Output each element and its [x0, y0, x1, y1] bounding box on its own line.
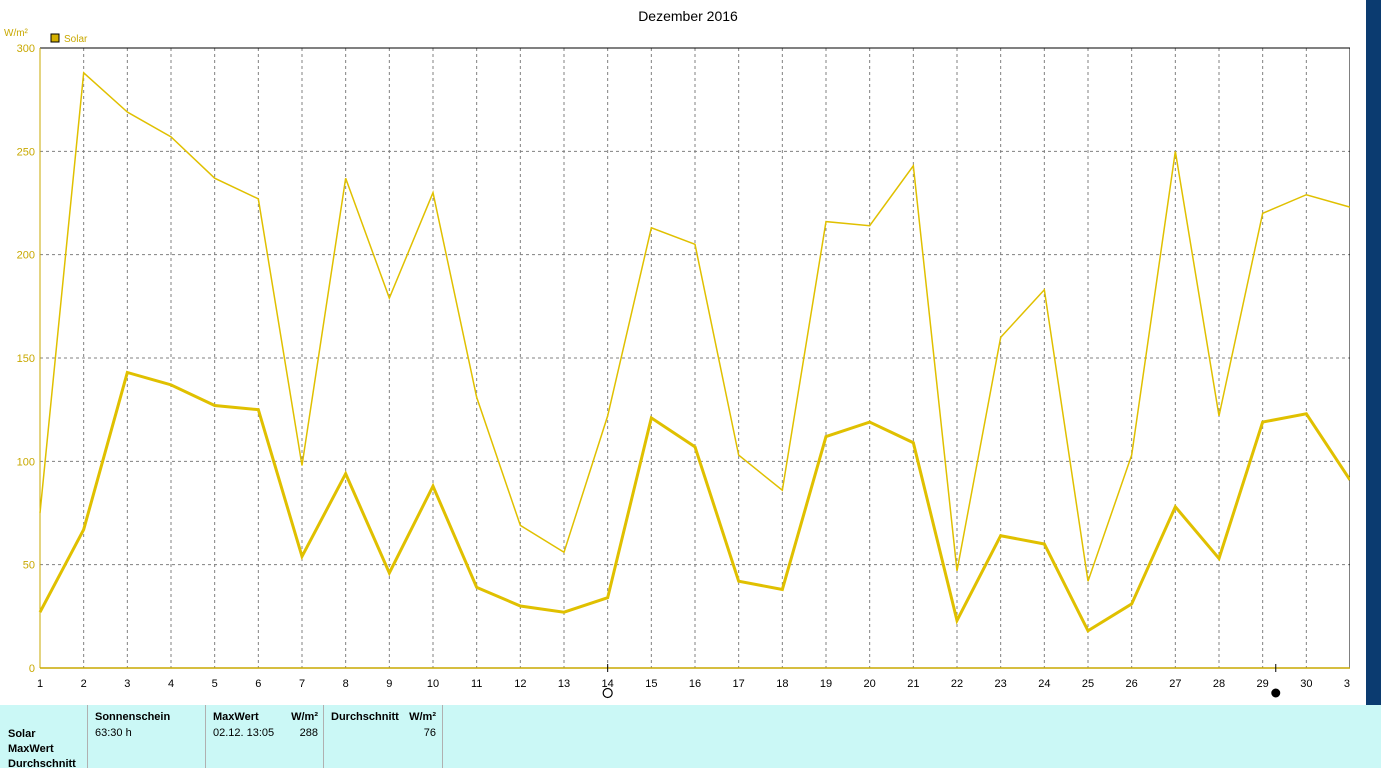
- window-edge: [1366, 0, 1381, 705]
- open-circle-marker: [602, 687, 613, 699]
- maxwert-date: 02.12. 13:05: [213, 727, 275, 739]
- filled-circle-marker: [1271, 688, 1281, 698]
- row-label-maxwert: MaxWert: [8, 743, 54, 755]
- y-tick-label: 250: [17, 146, 35, 158]
- row-labels: Solar MaxWert Durchschnitt: [8, 727, 76, 772]
- summary-panel: Solar MaxWert Durchschnitt Sonnenschein …: [0, 705, 1381, 770]
- maxwert-value: 288: [299, 727, 318, 739]
- y-tick-label: 0: [29, 663, 35, 675]
- maxwert-unit: W/m²: [291, 711, 318, 723]
- x-tick-label: 15: [645, 678, 657, 690]
- x-tick-label: 5: [212, 678, 218, 690]
- column-sonnenschein: Sonnenschein 63:30 h: [87, 705, 206, 768]
- y-tick-label: 100: [17, 456, 35, 468]
- maxwert-header: MaxWert: [213, 711, 259, 723]
- durchschnitt-unit: W/m²: [409, 711, 436, 723]
- x-tick-label: 16: [689, 678, 701, 690]
- legend-swatch: [50, 33, 60, 43]
- y-axis-unit: W/m²: [4, 28, 29, 39]
- x-tick-label: 29: [1257, 678, 1269, 690]
- x-tick-label: 7: [299, 678, 305, 690]
- y-tick-label: 200: [17, 250, 35, 262]
- row-label-durchschnitt: Durchschnitt: [8, 758, 76, 770]
- x-tick-label: 13: [558, 678, 570, 690]
- sonnenschein-value: 63:30 h: [95, 727, 132, 739]
- x-tick-label: 2: [81, 678, 87, 690]
- x-tick-label: 12: [514, 678, 526, 690]
- x-tick-label: 8: [343, 678, 349, 690]
- sonnenschein-header: Sonnenschein: [95, 711, 171, 723]
- x-tick-label: 17: [733, 678, 745, 690]
- legend-label: Solar: [64, 34, 88, 45]
- x-tick-label: 26: [1126, 678, 1138, 690]
- y-tick-label: 150: [17, 353, 35, 365]
- y-tick-label: 50: [23, 560, 35, 572]
- column-durchschnitt: Durchschnitt W/m² 76: [323, 705, 443, 768]
- x-tick-label: 6: [255, 678, 261, 690]
- row-label-solar: Solar: [8, 728, 36, 740]
- x-tick-label: 30: [1300, 678, 1312, 690]
- series: [38, 71, 1352, 633]
- series-line-0: [39, 71, 1351, 582]
- x-tick-label: 28: [1213, 678, 1225, 690]
- x-tick-label: 22: [951, 678, 963, 690]
- x-tick-label: 3: [124, 678, 130, 690]
- x-tick-label: 14: [602, 678, 614, 690]
- durchschnitt-header: Durchschnitt: [331, 711, 399, 723]
- x-tick-label: 18: [776, 678, 788, 690]
- x-tick-label: 24: [1038, 678, 1050, 690]
- markers: [602, 664, 1281, 699]
- y-tick-label: 300: [17, 43, 35, 55]
- x-tick-label: 25: [1082, 678, 1094, 690]
- solar-line-chart: Dezember 2016 W/m² Solar 0 50 100 150 200 250…: [4, 8, 1356, 699]
- x-tick-label: 23: [995, 678, 1007, 690]
- series-line-1: [38, 370, 1352, 633]
- grid: [40, 48, 1350, 668]
- x-tick-label: 9: [386, 678, 392, 690]
- chart-title: Dezember 2016: [638, 8, 738, 24]
- x-tick-label: 27: [1169, 678, 1181, 690]
- x-tick-label: 4: [168, 678, 174, 690]
- durchschnitt-value: 76: [423, 727, 436, 739]
- x-tick-label: 19: [820, 678, 832, 690]
- x-tick-label: 10: [427, 678, 439, 690]
- x-tick-label: 11: [471, 678, 482, 690]
- x-tick-label: 1: [37, 678, 43, 690]
- column-maxwert: MaxWert W/m² 02.12. 13:05 288: [205, 705, 324, 768]
- x-tick-label: 21: [907, 678, 919, 690]
- x-tick-label: 20: [864, 678, 876, 690]
